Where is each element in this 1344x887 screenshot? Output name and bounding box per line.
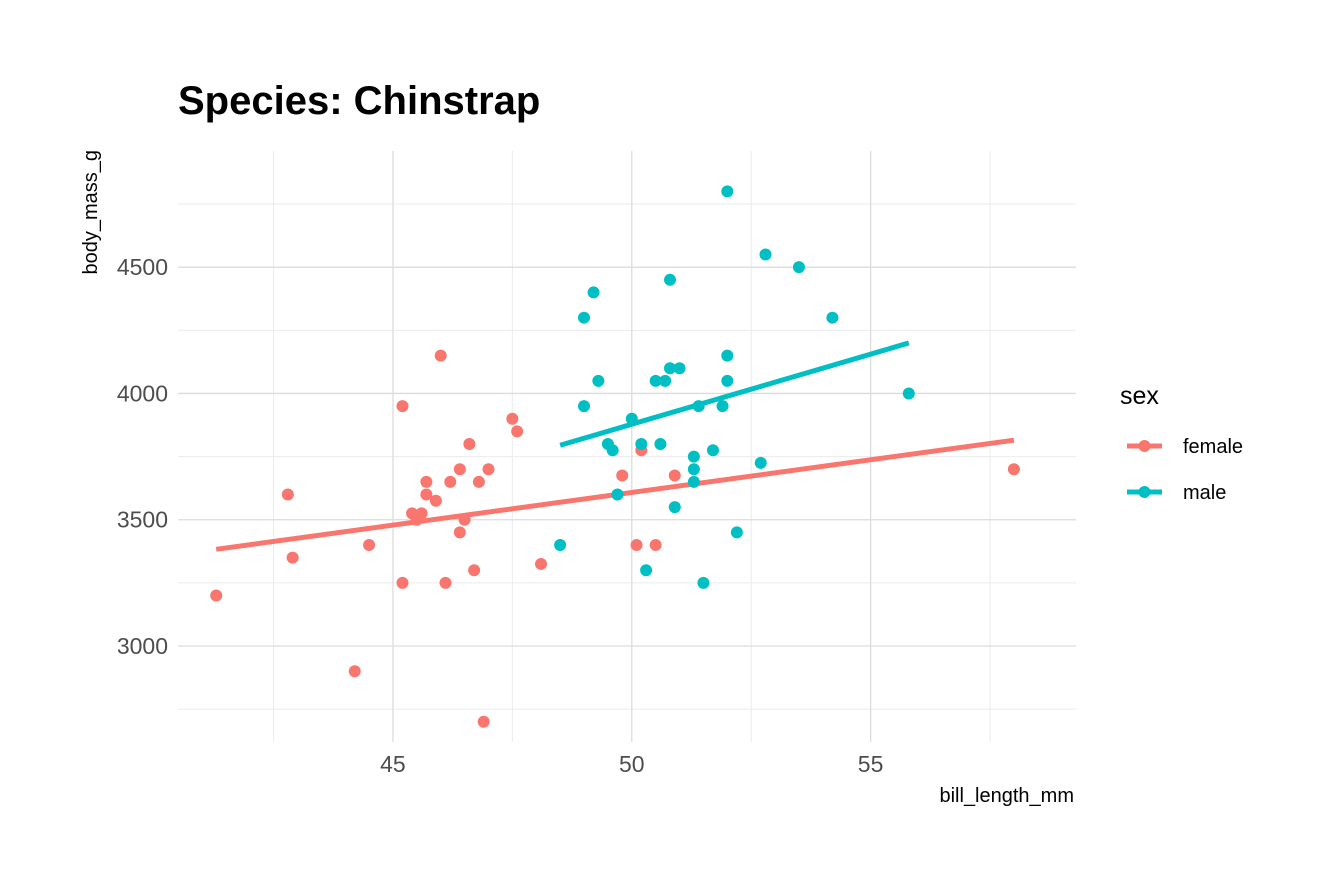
- data-point-female: [668, 469, 681, 482]
- data-points: [210, 185, 1020, 728]
- data-point-female: [348, 665, 361, 678]
- data-point-female: [210, 589, 223, 602]
- y-tick-label: 3000: [117, 633, 168, 659]
- data-point-female: [286, 551, 299, 564]
- data-point-male: [687, 450, 700, 463]
- y-tick-labels: 3000 3500 4000 4500: [117, 254, 168, 659]
- data-point-male: [625, 412, 638, 425]
- data-point-male: [611, 488, 624, 501]
- data-point-male: [692, 400, 705, 413]
- data-point-male: [826, 311, 839, 324]
- data-point-male: [592, 374, 605, 387]
- data-point-female: [506, 412, 519, 425]
- data-point-female: [616, 469, 629, 482]
- legend-point: [1138, 440, 1151, 452]
- data-point-male: [578, 400, 591, 413]
- data-point-male: [687, 463, 700, 476]
- x-tick-label: 55: [858, 751, 884, 777]
- data-point-female: [396, 576, 409, 589]
- data-point-female: [468, 564, 481, 577]
- data-point-male: [721, 374, 734, 387]
- minor-gridlines: [178, 151, 1076, 742]
- data-point-female: [453, 526, 466, 539]
- chart-title: Species: Chinstrap: [178, 79, 540, 123]
- data-point-female: [630, 539, 643, 551]
- data-point-female: [396, 400, 409, 413]
- y-tick-label: 4500: [117, 254, 168, 280]
- data-point-male: [649, 374, 662, 387]
- legend-label: female: [1183, 436, 1243, 458]
- data-point-male: [716, 400, 729, 413]
- x-axis-title: bill_length_mm: [939, 785, 1074, 807]
- data-point-male: [606, 444, 619, 457]
- data-point-female: [420, 488, 433, 501]
- x-tick-label: 45: [380, 751, 406, 777]
- data-point-male: [640, 564, 653, 577]
- y-tick-label: 3500: [117, 507, 168, 533]
- legend: sex female male: [1120, 382, 1243, 504]
- data-point-female: [453, 463, 466, 476]
- data-point-female: [363, 539, 376, 551]
- data-point-female: [477, 715, 490, 728]
- data-point-male: [635, 437, 648, 450]
- data-point-male: [721, 185, 734, 198]
- fit-line-male: [559, 340, 910, 448]
- data-point-male: [697, 576, 710, 589]
- x-tick-label: 50: [619, 751, 645, 777]
- legend-key-female: female: [1127, 436, 1243, 458]
- legend-label: male: [1183, 482, 1226, 504]
- data-point-female: [429, 494, 442, 507]
- data-point-female: [281, 488, 294, 501]
- data-point-male: [663, 362, 676, 375]
- data-point-male: [659, 374, 672, 387]
- data-point-male: [759, 248, 772, 261]
- legend-point: [1138, 486, 1151, 498]
- major-gridlines: [178, 151, 1076, 742]
- data-point-female: [511, 425, 524, 438]
- x-tick-labels: 45 50 55: [380, 751, 883, 777]
- data-point-female: [649, 539, 662, 551]
- data-point-female: [434, 349, 447, 362]
- data-point-male: [673, 362, 686, 375]
- legend-key-male: male: [1127, 482, 1226, 504]
- legend-title: sex: [1120, 382, 1159, 410]
- data-point-female: [472, 475, 485, 488]
- data-point-female: [482, 463, 495, 476]
- data-point-male: [578, 311, 591, 324]
- data-point-female: [439, 576, 452, 589]
- y-tick-label: 4000: [117, 380, 168, 406]
- data-point-male: [668, 501, 681, 514]
- y-axis-title: body_mass_g: [80, 150, 102, 275]
- data-point-female: [444, 475, 457, 488]
- data-point-male: [754, 456, 767, 469]
- data-point-male: [663, 273, 676, 286]
- data-point-male: [687, 475, 700, 488]
- data-point-female: [1007, 463, 1020, 476]
- data-point-female: [463, 437, 476, 450]
- data-point-female: [458, 513, 471, 526]
- data-point-female: [415, 507, 428, 520]
- data-point-female: [535, 557, 548, 570]
- data-point-male: [902, 387, 915, 400]
- data-point-male: [792, 261, 805, 274]
- data-point-male: [721, 349, 734, 362]
- data-point-male: [706, 444, 719, 457]
- data-point-male: [654, 437, 667, 450]
- data-point-male: [730, 526, 743, 539]
- data-point-male: [554, 539, 567, 551]
- data-point-male: [587, 286, 600, 299]
- data-point-female: [420, 475, 433, 488]
